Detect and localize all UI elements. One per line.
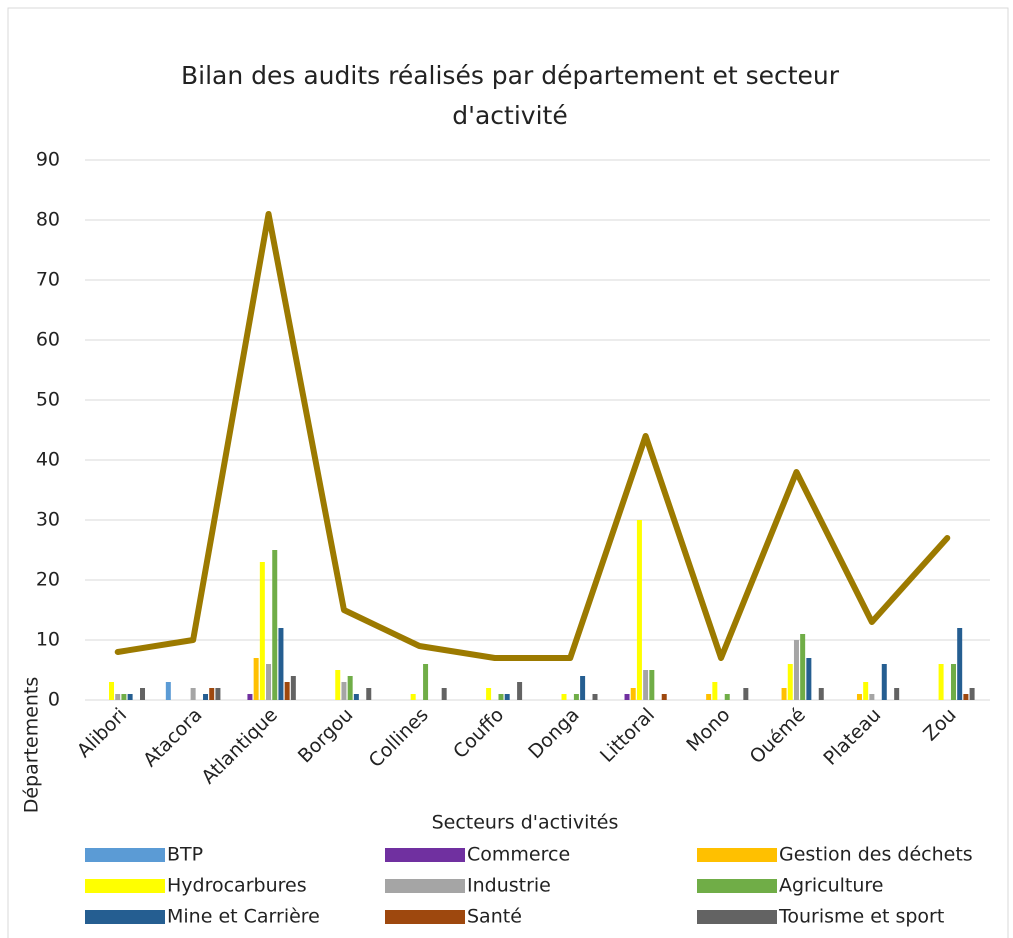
bar	[592, 694, 598, 700]
legend-label: Gestion des déchets	[779, 844, 973, 866]
bar	[881, 664, 887, 700]
bar	[121, 694, 127, 700]
x-axis-label: Secteurs d'activités	[432, 812, 619, 834]
bar	[335, 670, 341, 700]
bar	[894, 688, 900, 700]
bar	[649, 670, 655, 700]
bar	[661, 694, 667, 700]
bar	[957, 628, 963, 700]
legend-swatch	[385, 848, 465, 862]
legend-label: Hydrocarbures	[167, 875, 307, 897]
bar	[856, 694, 862, 700]
bar	[724, 694, 730, 700]
legend-label: Industrie	[467, 875, 551, 897]
bar	[423, 664, 429, 700]
bar	[504, 694, 510, 700]
bar	[266, 664, 272, 700]
bar	[190, 688, 196, 700]
bar	[247, 694, 253, 700]
bar	[561, 694, 567, 700]
legend-label: Santé	[467, 906, 522, 928]
bar	[410, 694, 416, 700]
bar	[203, 694, 209, 700]
bar	[800, 634, 806, 700]
bar	[969, 688, 975, 700]
line	[114, 211, 951, 661]
bar	[284, 682, 290, 700]
legend-label: Agriculture	[779, 875, 884, 897]
bar	[630, 688, 636, 700]
y-tick-label: 90	[36, 149, 60, 171]
legend-label: BTP	[167, 844, 203, 866]
y-tick-label: 70	[36, 269, 60, 291]
legend-label: Mine et Carrière	[167, 906, 320, 928]
bar	[517, 682, 523, 700]
legend-swatch	[697, 879, 777, 893]
bar	[109, 682, 115, 700]
bar	[259, 562, 265, 700]
bar	[290, 676, 296, 700]
legend-swatch	[85, 879, 165, 893]
y-tick-label: 10	[36, 629, 60, 651]
y-tick-label: 50	[36, 389, 60, 411]
y-tick-label: 40	[36, 449, 60, 471]
bar	[127, 694, 133, 700]
y-tick-label: 20	[36, 569, 60, 591]
bar	[580, 676, 586, 700]
bar	[165, 682, 171, 700]
bar	[636, 520, 642, 700]
bar	[938, 664, 944, 700]
y-tick-label: 80	[36, 209, 60, 231]
legend-swatch	[697, 848, 777, 862]
y-tick-label: 0	[48, 689, 60, 711]
bar	[806, 658, 812, 700]
y-tick-label: 60	[36, 329, 60, 351]
legend-label: Commerce	[467, 844, 570, 866]
bar	[706, 694, 712, 700]
bar	[781, 688, 787, 700]
bar	[209, 688, 215, 700]
legend-swatch	[85, 910, 165, 924]
bar	[278, 628, 284, 700]
bar	[712, 682, 718, 700]
legend-swatch	[85, 848, 165, 862]
chart-title: Bilan des audits réalisés par départemen…	[180, 61, 840, 130]
bar	[793, 640, 799, 700]
y-tick-label: 30	[36, 509, 60, 531]
bar	[353, 694, 359, 700]
bar	[140, 688, 146, 700]
bar	[253, 658, 259, 700]
chart-border	[7, 7, 1009, 938]
bar	[643, 670, 649, 700]
y-axis-label: Départements	[21, 677, 43, 814]
bar	[743, 688, 749, 700]
bar	[366, 688, 372, 700]
bar	[869, 694, 875, 700]
bar	[498, 694, 504, 700]
bar	[486, 688, 492, 700]
bar	[115, 694, 121, 700]
bar	[818, 688, 824, 700]
bar	[787, 664, 793, 700]
bar	[950, 664, 956, 700]
bar	[272, 550, 278, 700]
bar	[963, 694, 969, 700]
bar	[863, 682, 869, 700]
legend-label: Tourisme et sport	[778, 906, 944, 928]
bar	[573, 694, 579, 700]
bar	[624, 694, 630, 700]
legend-swatch	[697, 910, 777, 924]
legend-swatch	[385, 910, 465, 924]
bar	[215, 688, 221, 700]
bar	[441, 688, 447, 700]
bar	[347, 676, 353, 700]
bar	[341, 682, 347, 700]
legend-swatch	[385, 879, 465, 893]
